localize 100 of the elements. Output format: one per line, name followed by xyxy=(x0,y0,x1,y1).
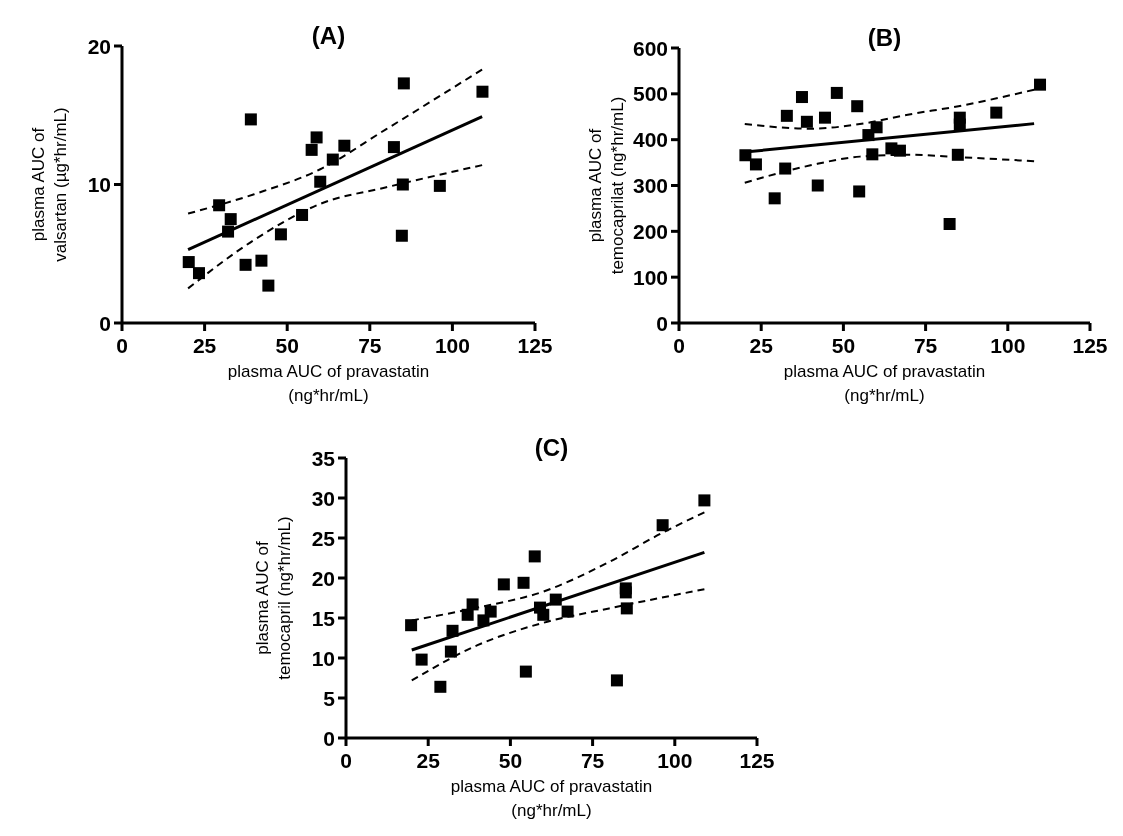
point xyxy=(795,91,808,104)
x-tick-label: 50 xyxy=(498,749,523,772)
point xyxy=(800,115,813,128)
point xyxy=(497,578,510,591)
y-tick-label: 20 xyxy=(87,34,111,58)
y-tick-label: 0 xyxy=(323,726,335,750)
x-tick-label: 125 xyxy=(1072,334,1108,357)
point xyxy=(749,158,762,171)
x-tick-label: 25 xyxy=(416,749,441,772)
y-tick-label: 0 xyxy=(656,311,668,335)
x-tick-label: 75 xyxy=(358,334,382,357)
y-axis-title: plasma AUC of valsartan (µg*hr/mL) xyxy=(29,107,70,262)
point xyxy=(698,494,711,507)
x-tick-label: 100 xyxy=(657,749,693,772)
point xyxy=(274,228,287,241)
x-tick-label: 50 xyxy=(275,334,299,357)
y-axis-title: plasma AUC of temocaprilat (ng*hr/mL) xyxy=(586,96,627,275)
line-series xyxy=(187,68,484,215)
x-tick-label: 100 xyxy=(434,334,470,357)
line-series xyxy=(187,164,484,290)
y-tick-label: 5 xyxy=(323,686,336,710)
point xyxy=(213,199,226,212)
point xyxy=(619,586,632,599)
point xyxy=(851,100,864,113)
point xyxy=(768,192,781,205)
point xyxy=(444,645,457,658)
point xyxy=(314,175,327,188)
point xyxy=(224,213,237,226)
line-series xyxy=(410,588,706,682)
chart-title: (C) xyxy=(534,434,569,461)
point xyxy=(943,218,956,230)
point xyxy=(405,619,418,632)
point xyxy=(517,576,530,589)
y-tick-label: 10 xyxy=(87,173,111,197)
point xyxy=(396,178,409,191)
point xyxy=(519,665,532,678)
point xyxy=(182,256,195,269)
point xyxy=(990,106,1003,119)
y-axis-title: plasma AUC of temocapril (ng*hr/mL) xyxy=(253,516,294,680)
x-tick-label: 100 xyxy=(990,334,1026,357)
point xyxy=(866,148,879,161)
point xyxy=(338,139,351,152)
point xyxy=(395,229,408,242)
point xyxy=(255,254,268,267)
y-tick-label: 600 xyxy=(632,36,668,60)
x-tick-label: 0 xyxy=(340,749,352,772)
x-axis-title: plasma AUC of pravastatin (ng*hr/mL) xyxy=(450,777,653,820)
point xyxy=(561,605,574,618)
y-tick-label: 35 xyxy=(311,446,336,470)
point xyxy=(476,85,489,98)
point xyxy=(387,141,400,154)
y-tick-label: 300 xyxy=(632,174,668,198)
y-tick-label: 25 xyxy=(311,526,336,550)
point xyxy=(305,143,318,156)
y-tick-label: 100 xyxy=(632,265,668,289)
x-tick-label: 75 xyxy=(913,334,938,357)
chart-title: (A) xyxy=(311,22,346,49)
x-tick-label: 25 xyxy=(192,334,217,357)
point xyxy=(433,179,446,192)
point xyxy=(656,519,669,532)
point xyxy=(951,148,964,161)
y-tick-label: 20 xyxy=(311,566,335,590)
y-tick-label: 10 xyxy=(311,646,335,670)
x-tick-label: 125 xyxy=(517,334,553,357)
x-tick-label: 0 xyxy=(673,334,685,357)
x-tick-label: 125 xyxy=(739,749,775,772)
y-tick-label: 500 xyxy=(632,82,668,106)
y-tick-label: 30 xyxy=(311,486,335,510)
point xyxy=(893,144,906,157)
x-axis-title: plasma AUC of pravastatin (ng*hr/mL) xyxy=(783,362,986,405)
point xyxy=(780,109,793,122)
point xyxy=(466,598,479,611)
y-tick-label: 200 xyxy=(632,219,668,243)
point xyxy=(528,550,541,563)
chart-title: (B) xyxy=(867,24,902,51)
point xyxy=(818,111,831,124)
x-tick-label: 75 xyxy=(580,749,605,772)
point xyxy=(811,179,824,192)
y-tick-label: 0 xyxy=(99,311,111,335)
point xyxy=(434,680,447,693)
point xyxy=(296,208,309,221)
x-tick-label: 0 xyxy=(116,334,128,357)
point xyxy=(1034,78,1047,91)
point xyxy=(262,279,275,292)
point xyxy=(484,605,497,618)
point xyxy=(397,77,410,90)
y-tick-label: 400 xyxy=(632,128,668,152)
point xyxy=(326,153,339,166)
point xyxy=(610,674,623,687)
x-axis-title: plasma AUC of pravastatin (ng*hr/mL) xyxy=(227,362,430,405)
point xyxy=(779,162,792,175)
point xyxy=(192,267,205,280)
point xyxy=(537,608,550,621)
point xyxy=(830,86,843,99)
point xyxy=(415,653,428,666)
point xyxy=(239,258,252,271)
y-tick-label: 15 xyxy=(311,606,336,630)
point xyxy=(310,131,323,144)
point xyxy=(244,113,257,126)
x-tick-label: 50 xyxy=(831,334,856,357)
